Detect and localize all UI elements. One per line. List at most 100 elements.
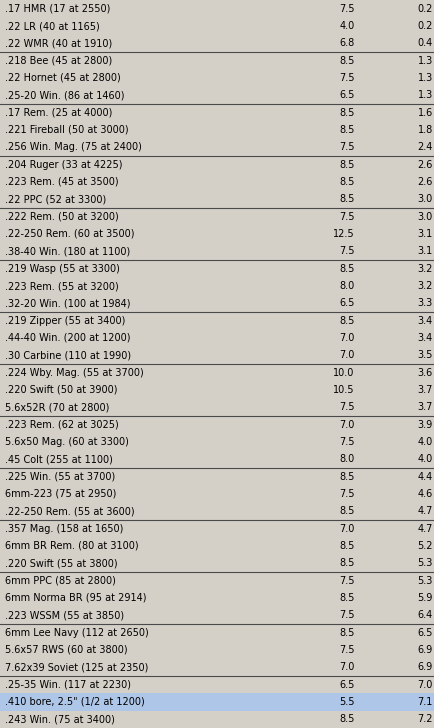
Text: 8.5: 8.5 xyxy=(339,316,354,325)
Text: 7.5: 7.5 xyxy=(338,645,354,655)
Text: 4.4: 4.4 xyxy=(417,472,432,482)
Text: 3.6: 3.6 xyxy=(417,368,432,378)
Text: 0.2: 0.2 xyxy=(417,21,432,31)
Text: 1.3: 1.3 xyxy=(417,73,432,83)
Text: 1.6: 1.6 xyxy=(417,108,432,118)
Text: .223 Rem. (62 at 3025): .223 Rem. (62 at 3025) xyxy=(5,419,118,430)
Text: .410 bore, 2.5" (1/2 at 1200): .410 bore, 2.5" (1/2 at 1200) xyxy=(5,697,145,707)
Text: 8.5: 8.5 xyxy=(339,507,354,516)
Text: 10.0: 10.0 xyxy=(332,368,354,378)
Text: 8.5: 8.5 xyxy=(339,177,354,187)
Text: 3.2: 3.2 xyxy=(417,281,432,291)
Text: 3.5: 3.5 xyxy=(417,350,432,360)
Text: .219 Zipper (55 at 3400): .219 Zipper (55 at 3400) xyxy=(5,316,125,325)
Text: .221 Fireball (50 at 3000): .221 Fireball (50 at 3000) xyxy=(5,125,128,135)
Text: 7.1: 7.1 xyxy=(417,697,432,707)
Text: 8.5: 8.5 xyxy=(339,593,354,603)
Text: .224 Wby. Mag. (55 at 3700): .224 Wby. Mag. (55 at 3700) xyxy=(5,368,144,378)
Text: .222 Rem. (50 at 3200): .222 Rem. (50 at 3200) xyxy=(5,212,118,221)
Text: 7.5: 7.5 xyxy=(338,246,354,256)
Text: 8.5: 8.5 xyxy=(339,194,354,205)
Text: .204 Ruger (33 at 4225): .204 Ruger (33 at 4225) xyxy=(5,159,122,170)
Text: 3.3: 3.3 xyxy=(417,298,432,309)
Text: 7.5: 7.5 xyxy=(338,610,354,620)
Text: 8.0: 8.0 xyxy=(339,281,354,291)
Text: 5.3: 5.3 xyxy=(417,558,432,569)
Text: 6mm Norma BR (95 at 2914): 6mm Norma BR (95 at 2914) xyxy=(5,593,146,603)
Text: 3.4: 3.4 xyxy=(417,316,432,325)
Text: .243 Win. (75 at 3400): .243 Win. (75 at 3400) xyxy=(5,714,115,724)
Text: 6.4: 6.4 xyxy=(417,610,432,620)
Text: 4.7: 4.7 xyxy=(417,507,432,516)
Text: 5.2: 5.2 xyxy=(416,541,432,551)
Text: 7.0: 7.0 xyxy=(417,680,432,689)
Text: 6.5: 6.5 xyxy=(339,90,354,100)
Text: .30 Carbine (110 at 1990): .30 Carbine (110 at 1990) xyxy=(5,350,131,360)
Text: 2.4: 2.4 xyxy=(417,143,432,152)
Text: .223 Rem. (45 at 3500): .223 Rem. (45 at 3500) xyxy=(5,177,118,187)
Text: .223 WSSM (55 at 3850): .223 WSSM (55 at 3850) xyxy=(5,610,124,620)
Text: 8.5: 8.5 xyxy=(339,55,354,66)
Text: 8.5: 8.5 xyxy=(339,125,354,135)
Text: .22-250 Rem. (55 at 3600): .22-250 Rem. (55 at 3600) xyxy=(5,507,135,516)
Text: .22 PPC (52 at 3300): .22 PPC (52 at 3300) xyxy=(5,194,106,205)
Text: 8.5: 8.5 xyxy=(339,108,354,118)
Text: 3.1: 3.1 xyxy=(417,246,432,256)
Text: 4.0: 4.0 xyxy=(339,21,354,31)
Text: .22 Hornet (45 at 2800): .22 Hornet (45 at 2800) xyxy=(5,73,121,83)
Text: 7.0: 7.0 xyxy=(339,662,354,673)
Text: 4.7: 4.7 xyxy=(417,523,432,534)
Text: 3.0: 3.0 xyxy=(417,212,432,221)
Text: .25-35 Win. (117 at 2230): .25-35 Win. (117 at 2230) xyxy=(5,680,131,689)
Text: .17 Rem. (25 at 4000): .17 Rem. (25 at 4000) xyxy=(5,108,112,118)
Text: 7.0: 7.0 xyxy=(339,350,354,360)
Text: 6.5: 6.5 xyxy=(417,628,432,638)
Text: 4.0: 4.0 xyxy=(417,454,432,464)
Text: .357 Mag. (158 at 1650): .357 Mag. (158 at 1650) xyxy=(5,523,123,534)
Text: 3.1: 3.1 xyxy=(417,229,432,239)
Text: 6mm PPC (85 at 2800): 6mm PPC (85 at 2800) xyxy=(5,576,116,585)
Text: 1.3: 1.3 xyxy=(417,55,432,66)
Text: 4.0: 4.0 xyxy=(417,437,432,447)
Text: 7.5: 7.5 xyxy=(338,437,354,447)
Text: 5.6x52R (70 at 2800): 5.6x52R (70 at 2800) xyxy=(5,403,109,412)
Text: 3.4: 3.4 xyxy=(417,333,432,343)
Text: 8.5: 8.5 xyxy=(339,541,354,551)
Text: 8.0: 8.0 xyxy=(339,454,354,464)
Text: 6mm-223 (75 at 2950): 6mm-223 (75 at 2950) xyxy=(5,489,116,499)
Text: .220 Swift (55 at 3800): .220 Swift (55 at 3800) xyxy=(5,558,118,569)
Text: .17 HMR (17 at 2550): .17 HMR (17 at 2550) xyxy=(5,4,110,14)
Text: 7.5: 7.5 xyxy=(338,4,354,14)
Text: 3.2: 3.2 xyxy=(417,264,432,274)
Text: 7.0: 7.0 xyxy=(339,419,354,430)
Text: 6.5: 6.5 xyxy=(339,298,354,309)
Text: 5.9: 5.9 xyxy=(417,593,432,603)
Text: 8.5: 8.5 xyxy=(339,159,354,170)
Text: 7.2: 7.2 xyxy=(416,714,432,724)
Text: 8.5: 8.5 xyxy=(339,264,354,274)
Text: 7.5: 7.5 xyxy=(338,143,354,152)
Text: 7.5: 7.5 xyxy=(338,489,354,499)
Text: .218 Bee (45 at 2800): .218 Bee (45 at 2800) xyxy=(5,55,112,66)
Text: .22-250 Rem. (60 at 3500): .22-250 Rem. (60 at 3500) xyxy=(5,229,135,239)
Text: 12.5: 12.5 xyxy=(332,229,354,239)
Text: 5.6x57 RWS (60 at 3800): 5.6x57 RWS (60 at 3800) xyxy=(5,645,128,655)
Text: .256 Win. Mag. (75 at 2400): .256 Win. Mag. (75 at 2400) xyxy=(5,143,142,152)
Text: 1.8: 1.8 xyxy=(417,125,432,135)
Text: 3.9: 3.9 xyxy=(417,419,432,430)
Text: .44-40 Win. (200 at 1200): .44-40 Win. (200 at 1200) xyxy=(5,333,131,343)
Text: .38-40 Win. (180 at 1100): .38-40 Win. (180 at 1100) xyxy=(5,246,130,256)
Text: 7.0: 7.0 xyxy=(339,523,354,534)
Text: 4.6: 4.6 xyxy=(417,489,432,499)
Text: .225 Win. (55 at 3700): .225 Win. (55 at 3700) xyxy=(5,472,115,482)
Text: 7.62x39 Soviet (125 at 2350): 7.62x39 Soviet (125 at 2350) xyxy=(5,662,148,673)
Text: 3.7: 3.7 xyxy=(417,403,432,412)
Text: 6.9: 6.9 xyxy=(417,645,432,655)
Text: 8.5: 8.5 xyxy=(339,472,354,482)
Text: 2.6: 2.6 xyxy=(417,177,432,187)
Text: .22 WMR (40 at 1910): .22 WMR (40 at 1910) xyxy=(5,39,112,48)
Text: .25-20 Win. (86 at 1460): .25-20 Win. (86 at 1460) xyxy=(5,90,125,100)
Text: 0.4: 0.4 xyxy=(417,39,432,48)
Text: .45 Colt (255 at 1100): .45 Colt (255 at 1100) xyxy=(5,454,113,464)
Text: 1.3: 1.3 xyxy=(417,90,432,100)
